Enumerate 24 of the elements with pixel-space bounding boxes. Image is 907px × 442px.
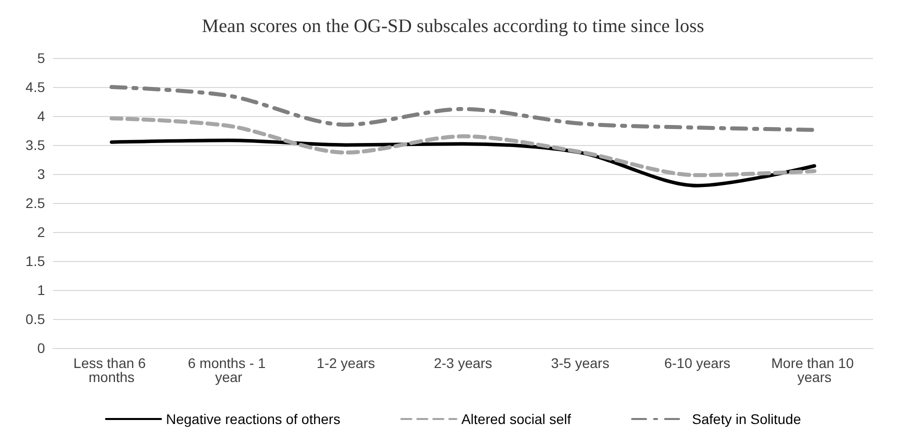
y-tick-label: 1.5 [26, 253, 46, 269]
x-tick-label: 1-2 years [316, 355, 376, 371]
y-tick-label: 5 [37, 50, 46, 66]
y-tick-label: 0 [37, 340, 46, 356]
y-tick-label: 4.5 [26, 79, 46, 95]
x-tick-label: 2-3 years [434, 355, 492, 371]
legend-label: Negative reactions of others [166, 411, 340, 427]
x-tick-label: 3-5 years [550, 355, 610, 371]
y-tick-label: 4 [37, 108, 46, 124]
y-tick-label: 1 [37, 282, 46, 298]
chart-title: Mean scores on the OG-SD subscales according to time since loss [202, 16, 704, 37]
line-series [110, 116, 816, 178]
legend-label: Safety in Solitude [692, 411, 802, 427]
y-tick-label: 2.5 [26, 195, 46, 211]
line-series [110, 85, 816, 132]
y-tick-label: 3.5 [26, 137, 46, 153]
x-tick-label: Less than 6 months [73, 355, 150, 385]
y-tick-label: 0.5 [26, 311, 46, 327]
x-tick-label: 6-10 years [664, 355, 730, 371]
y-tick-label: 3 [37, 166, 46, 182]
x-tick-label: 6 months - 1 year [188, 355, 270, 385]
y-tick-label: 2 [37, 224, 46, 240]
x-tick-label: More than 10 years [771, 355, 858, 385]
legend-label: Altered social self [461, 411, 572, 427]
